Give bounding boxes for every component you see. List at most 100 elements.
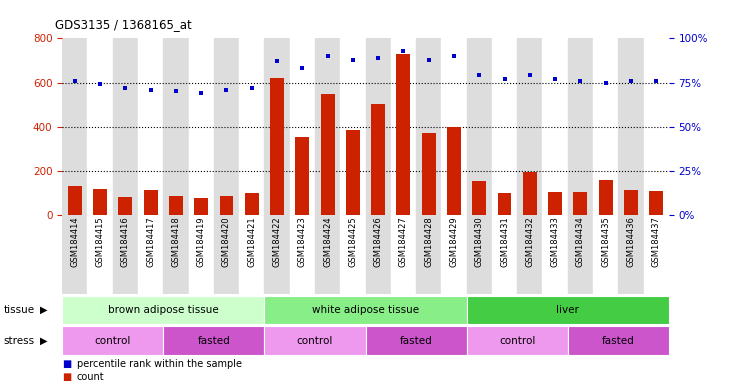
Bar (93, 189, 107, 215)
Point (221, 86, 232, 93)
Text: control: control (94, 336, 131, 346)
Point (297, 65, 308, 71)
Text: tissue: tissue (4, 305, 35, 315)
Bar (492, 38, 517, 215)
Point (600, 79, 612, 86)
Point (499, 76, 510, 82)
Text: GSM184424: GSM184424 (323, 217, 332, 267)
Text: GSM184423: GSM184423 (298, 217, 307, 267)
Text: GSM184435: GSM184435 (601, 217, 610, 267)
Bar (113, 38, 138, 215)
Text: percentile rank within the sample: percentile rank within the sample (77, 359, 242, 369)
Point (398, 48, 409, 54)
Bar (295, 137, 309, 215)
Point (195, 90, 207, 96)
Text: GSM184430: GSM184430 (474, 217, 484, 267)
Bar (542, 38, 568, 215)
Text: control: control (297, 336, 333, 346)
Bar (568, 38, 593, 215)
Bar (189, 215, 213, 294)
Text: GSM184416: GSM184416 (121, 217, 130, 267)
Bar (169, 196, 183, 215)
Text: ▶: ▶ (40, 305, 48, 315)
Bar (219, 196, 233, 215)
Text: GSM184437: GSM184437 (652, 217, 661, 268)
Text: GSM184428: GSM184428 (424, 217, 433, 267)
Text: GSM184432: GSM184432 (526, 217, 534, 267)
Text: GSM184434: GSM184434 (576, 217, 585, 267)
Text: fasted: fasted (602, 336, 635, 346)
Bar (466, 38, 492, 215)
Text: ■: ■ (62, 359, 72, 369)
Bar (270, 78, 284, 215)
Bar (366, 215, 391, 294)
Bar (289, 215, 315, 294)
Point (145, 86, 156, 93)
Bar (466, 215, 492, 294)
Text: GSM184420: GSM184420 (222, 217, 231, 267)
Point (549, 76, 561, 82)
Bar (62, 38, 88, 215)
Text: GSM184431: GSM184431 (500, 217, 509, 267)
Bar (113, 215, 138, 294)
Bar (138, 38, 163, 215)
Bar (265, 215, 289, 294)
Bar (472, 181, 486, 215)
Text: control: control (499, 336, 535, 346)
Text: fasted: fasted (197, 336, 230, 346)
Text: GSM184415: GSM184415 (96, 217, 105, 267)
Text: white adipose tissue: white adipose tissue (312, 305, 419, 315)
Text: GDS3135 / 1368165_at: GDS3135 / 1368165_at (55, 18, 192, 31)
Text: brown adipose tissue: brown adipose tissue (108, 305, 219, 315)
Bar (416, 215, 442, 294)
Bar (568, 215, 593, 294)
Point (69, 78, 80, 84)
Point (94, 81, 106, 88)
Text: GSM184417: GSM184417 (146, 217, 155, 267)
Text: fasted: fasted (400, 336, 433, 346)
Bar (422, 133, 436, 215)
Bar (618, 215, 643, 294)
Bar (366, 38, 391, 215)
Text: GSM184433: GSM184433 (550, 217, 560, 268)
Bar (593, 215, 618, 294)
Bar (573, 192, 587, 215)
Bar (517, 38, 542, 215)
Point (575, 78, 586, 84)
Bar (643, 38, 669, 215)
Text: GSM184421: GSM184421 (247, 217, 257, 267)
Bar (371, 104, 385, 215)
Bar (289, 38, 315, 215)
Bar (144, 190, 158, 215)
Bar (492, 215, 518, 294)
Bar (542, 215, 568, 294)
Bar (618, 38, 643, 215)
Bar (321, 94, 335, 215)
Text: count: count (77, 372, 105, 382)
Bar (523, 172, 537, 215)
Bar (194, 199, 208, 215)
Bar (396, 54, 410, 215)
Bar (599, 180, 613, 215)
Text: ■: ■ (62, 372, 72, 382)
Bar (643, 215, 669, 294)
Text: GSM184419: GSM184419 (197, 217, 205, 267)
Bar (163, 215, 189, 294)
Bar (649, 191, 663, 215)
Point (347, 56, 359, 63)
Bar (447, 127, 461, 215)
Bar (442, 215, 466, 294)
Point (474, 73, 485, 79)
Bar (548, 192, 562, 215)
Bar (442, 38, 466, 215)
Bar (518, 215, 542, 294)
Bar (391, 38, 416, 215)
Bar (416, 38, 442, 215)
Bar (593, 38, 618, 215)
Bar (340, 38, 366, 215)
Bar (245, 193, 259, 215)
Text: stress: stress (4, 336, 35, 346)
Point (625, 78, 637, 84)
Bar (346, 130, 360, 215)
Bar (163, 38, 189, 215)
